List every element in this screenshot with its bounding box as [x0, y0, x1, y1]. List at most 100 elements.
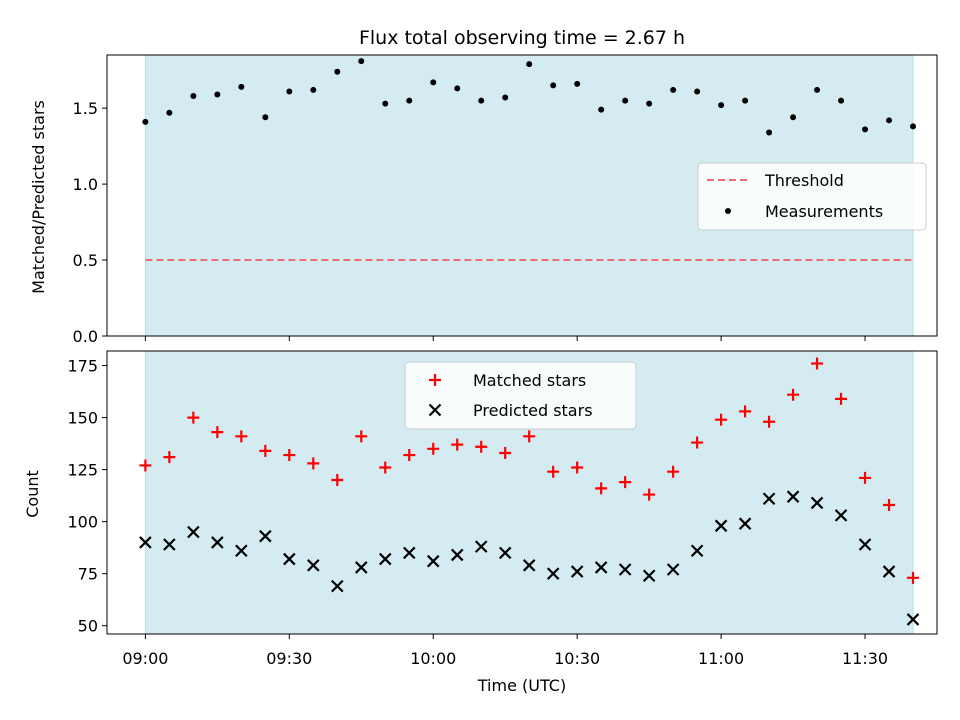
predicted-star-point — [426, 554, 440, 568]
legend-label: Measurements — [765, 202, 883, 221]
matched-star-point — [811, 357, 824, 370]
x-tick-label: 11:30 — [842, 649, 888, 668]
matched-star-point — [235, 430, 248, 443]
matched-star-point — [643, 488, 656, 501]
measurement-point — [670, 86, 677, 93]
y-tick-label: 125 — [67, 461, 98, 480]
predicted-star-point — [211, 536, 224, 549]
legend-top: Threshold Measurements — [697, 162, 927, 231]
measurement-point — [886, 117, 893, 124]
measurement-point — [430, 79, 437, 86]
legend-label: Matched stars — [473, 371, 586, 390]
legend-bottom: Matched stars Predicted stars — [404, 361, 637, 430]
predicted-star-point — [450, 548, 464, 562]
x-tick-label: 10:00 — [410, 649, 456, 668]
measurement-point — [286, 88, 293, 95]
measurement-point — [862, 126, 869, 133]
legend-swatch-matched — [429, 374, 441, 386]
measurement-point — [382, 100, 389, 107]
panel-ratio: 0.0 0.5 1.0 1.5 Threshold Measurements — [73, 54, 938, 346]
matched-star-point — [619, 476, 632, 489]
measurement-point — [646, 100, 653, 107]
measurement-point — [310, 86, 317, 93]
y-tick-label: 175 — [67, 357, 98, 376]
x-tick-label: 11:00 — [698, 649, 744, 668]
predicted-star-point — [187, 525, 200, 539]
predicted-star-point — [762, 492, 776, 506]
predicted-star-point — [666, 563, 680, 576]
measurement-point — [478, 97, 485, 104]
legend-swatch-predicted — [428, 403, 442, 417]
matched-star-point — [595, 482, 608, 495]
predicted-star-point — [858, 538, 872, 551]
predicted-star-point — [354, 561, 368, 574]
predicted-star-point — [618, 563, 632, 576]
predicted-star-point — [594, 561, 608, 574]
matched-star-point — [739, 405, 752, 418]
legend-swatch-measurements — [725, 208, 731, 214]
matched-star-point — [451, 438, 464, 451]
measurement-point — [358, 58, 365, 65]
x-tick-label: 10:30 — [554, 649, 600, 668]
matched-star-point — [475, 440, 488, 453]
matched-star-point — [547, 465, 560, 478]
legend-box — [697, 162, 927, 231]
predicted-star-point — [570, 565, 584, 578]
measurement-point — [454, 85, 461, 92]
y-tick-label: 100 — [67, 513, 98, 532]
measurement-point — [502, 94, 509, 101]
predicted-star-point — [235, 544, 248, 558]
measurement-point — [910, 123, 917, 130]
predicted-star-point — [714, 519, 728, 533]
predicted-star-point — [690, 544, 704, 558]
predicted-star-point — [163, 538, 176, 551]
predicted-star-point — [906, 613, 920, 626]
predicted-star-point — [498, 546, 512, 560]
measurement-point — [622, 97, 629, 104]
matched-star-point — [403, 449, 416, 462]
matched-star-point — [499, 446, 512, 459]
predicted-star-point — [259, 529, 272, 543]
matched-star-point — [187, 411, 200, 424]
measurement-point — [742, 97, 749, 104]
measurement-point — [694, 88, 701, 95]
y-tick-label: 0.5 — [73, 251, 98, 270]
matched-star-point — [259, 444, 272, 457]
legend-label: Predicted stars — [473, 401, 593, 420]
x-tick-label: 09:30 — [266, 649, 312, 668]
predicted-star-point — [546, 567, 560, 580]
matched-star-point — [667, 465, 680, 478]
measurement-point — [166, 109, 173, 116]
bottom-axes-frame — [106, 350, 938, 635]
chart-title: Flux total observing time = 2.67 h — [359, 27, 685, 49]
measurement-point — [550, 82, 557, 89]
measurement-point — [334, 68, 341, 75]
measurement-point — [214, 91, 221, 98]
predicted-star-point — [522, 559, 536, 572]
x-axis-label: Time (UTC) — [477, 676, 566, 695]
measurement-point — [790, 114, 797, 121]
y-tick-label: 0.0 — [73, 327, 98, 346]
y-tick-label: 1.0 — [73, 175, 98, 194]
predicted-star-point — [474, 540, 488, 553]
top-axes-frame — [106, 54, 938, 337]
matched-star-point — [523, 430, 536, 443]
matched-star-point — [331, 474, 344, 487]
predicted-star-point — [810, 496, 824, 510]
matched-star-point — [379, 461, 392, 474]
top-y-axis-label: Matched/Predicted stars — [29, 100, 48, 294]
matched-star-point — [763, 415, 776, 428]
legend-box — [404, 361, 637, 430]
matched-star-point — [715, 413, 728, 426]
y-tick-label: 1.5 — [73, 99, 98, 118]
matched-star-point — [787, 388, 800, 401]
predicted-star-point — [642, 569, 656, 583]
measurement-point — [526, 61, 533, 68]
measurement-point — [814, 86, 821, 93]
y-tick-label: 150 — [67, 409, 98, 428]
measurement-point — [718, 102, 725, 109]
matched-star-point — [211, 426, 224, 439]
predicted-star-point — [307, 559, 320, 572]
measurement-point — [238, 83, 245, 90]
